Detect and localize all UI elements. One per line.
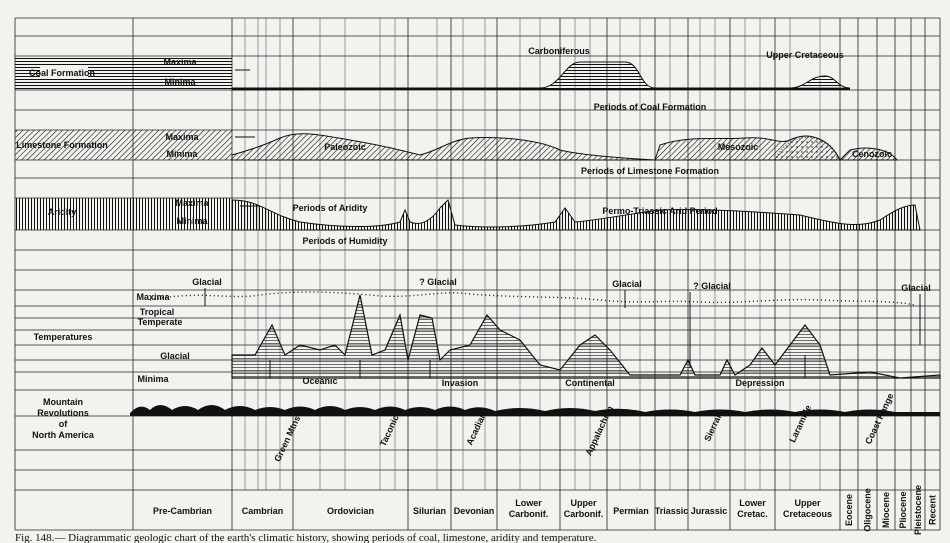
arrows bbox=[204, 69, 921, 378]
maxima-label: Maxima bbox=[163, 57, 197, 67]
temperate-label: Temperate bbox=[138, 317, 183, 327]
period-label: Cretac. bbox=[737, 509, 768, 519]
row-label: Temperatures bbox=[34, 332, 93, 342]
limestone-band bbox=[15, 130, 232, 160]
mountain-band bbox=[130, 405, 940, 416]
row-label: Aridity bbox=[48, 207, 77, 217]
tropical-label: Tropical bbox=[140, 307, 175, 317]
period-label: Carbonif. bbox=[564, 509, 604, 519]
note: Upper Cretaceous bbox=[766, 50, 844, 60]
row-label: North America bbox=[32, 430, 95, 440]
temperature-curve bbox=[231, 294, 941, 379]
period-label: Lower bbox=[515, 498, 542, 508]
period-label: Permian bbox=[613, 506, 649, 516]
note: Carboniferous bbox=[528, 46, 590, 56]
note: Paleozoic bbox=[324, 142, 366, 152]
temperature-maxima bbox=[149, 291, 916, 306]
period-label: Triassic bbox=[655, 506, 689, 516]
glacial-note: ? Glacial bbox=[419, 277, 457, 287]
period-label: Pleistocene bbox=[913, 485, 923, 535]
maxima-label: Maxima bbox=[165, 132, 199, 142]
note: Periods of Aridity bbox=[293, 203, 368, 213]
mesozoic-dots bbox=[774, 136, 841, 161]
glacial-note: ? Glacial bbox=[693, 281, 731, 291]
note: Depression bbox=[735, 378, 784, 388]
row-label: Limestone Formation bbox=[16, 140, 108, 150]
note: Mesozoic bbox=[718, 142, 759, 152]
period-label: Cambrian bbox=[242, 506, 284, 516]
period-label: Ordovician bbox=[327, 506, 374, 516]
note: Periods of Limestone Formation bbox=[581, 166, 719, 176]
aridity-band bbox=[15, 198, 232, 230]
period-label: Recent bbox=[928, 495, 938, 525]
period-label: Lower bbox=[739, 498, 766, 508]
maxima-label: Maxima bbox=[136, 292, 170, 302]
period-label: Devonian bbox=[454, 506, 495, 516]
glacial-note: Glacial bbox=[612, 279, 642, 289]
period-label: Jurassic bbox=[691, 506, 728, 516]
revolution: Taconic bbox=[378, 414, 401, 448]
minima-label: Minima bbox=[164, 77, 196, 87]
minima-label: Minima bbox=[176, 216, 208, 226]
caption: Fig. 148.— Diagrammatic geologic chart o… bbox=[15, 532, 597, 543]
glacial-note: Glacial bbox=[192, 277, 222, 287]
revolution: Laramide bbox=[787, 403, 813, 444]
minima-label: Minima bbox=[137, 374, 169, 384]
period-label: Carbonif. bbox=[509, 509, 549, 519]
glacial-note: Glacial bbox=[901, 283, 931, 293]
glacial-label: Glacial bbox=[160, 351, 190, 361]
note: Oceanic bbox=[302, 376, 337, 386]
period-label: Pre-Cambrian bbox=[153, 506, 212, 516]
revolution: Coast Range bbox=[863, 392, 895, 446]
period-label: Silurian bbox=[413, 506, 446, 516]
period-label: Upper bbox=[570, 498, 597, 508]
label-bg bbox=[40, 67, 88, 79]
row-label: Revolutions bbox=[37, 408, 89, 418]
revolution: Green Mtns bbox=[272, 414, 302, 463]
grid bbox=[14, 17, 941, 531]
period-label: Eocene bbox=[844, 494, 854, 526]
aridity-curve bbox=[231, 199, 921, 231]
period-label: Miocene bbox=[881, 492, 891, 528]
period-labels: Pre-Cambrian Cambrian Ordovician Silurian De… bbox=[153, 485, 938, 535]
coal-curve bbox=[231, 61, 851, 91]
period-label: Pliocene bbox=[898, 491, 908, 528]
row-label: of bbox=[59, 419, 68, 429]
minima-label: Minima bbox=[166, 149, 198, 159]
note: Periods of Coal Formation bbox=[594, 102, 707, 112]
period-label: Upper bbox=[794, 498, 821, 508]
row-label: Coal Formation bbox=[29, 68, 95, 78]
note: Invasion bbox=[442, 378, 479, 388]
row-label: Mountain bbox=[43, 397, 83, 407]
note: Cenozoic bbox=[852, 149, 892, 159]
limestone-curve bbox=[231, 133, 898, 161]
note: Periods of Humidity bbox=[302, 236, 387, 246]
maxima-label: Maxima bbox=[175, 198, 209, 208]
note: Permo-Triassic Arid Period bbox=[602, 206, 717, 216]
period-label: Cretaceous bbox=[783, 509, 832, 519]
period-label: Oligocene bbox=[863, 488, 873, 532]
note: Continental bbox=[565, 378, 615, 388]
